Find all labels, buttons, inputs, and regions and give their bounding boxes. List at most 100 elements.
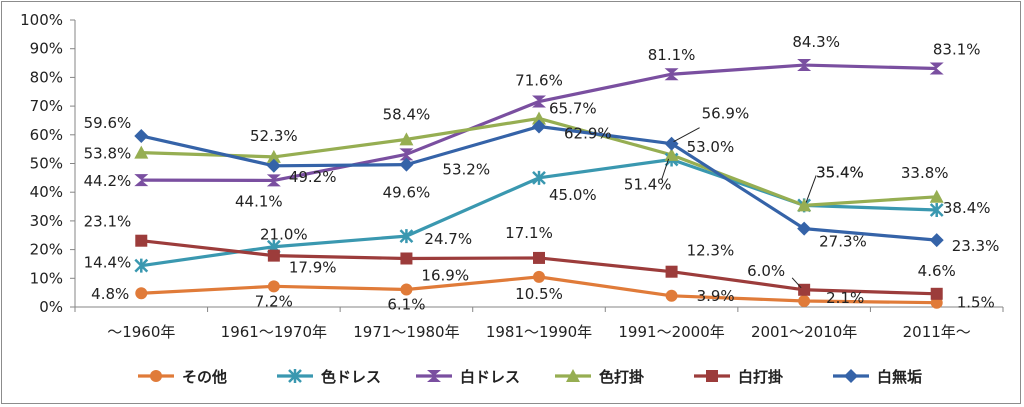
data-point-白打掛 bbox=[135, 234, 148, 247]
data-label: 6.0% bbox=[747, 262, 785, 280]
data-label: 38.4% bbox=[943, 199, 991, 217]
data-point-白ドレス bbox=[532, 95, 546, 108]
data-label: 49.2% bbox=[289, 168, 337, 186]
legend-label: 白ドレス bbox=[460, 368, 520, 386]
data-point-色打掛 bbox=[532, 111, 546, 125]
data-label: 62.9% bbox=[564, 124, 612, 142]
y-tick-label: 40% bbox=[30, 183, 63, 201]
data-point-色打掛 bbox=[664, 147, 679, 161]
leader-line bbox=[791, 277, 802, 289]
data-label: 35.4% bbox=[816, 163, 864, 181]
data-label: 58.4% bbox=[383, 105, 431, 123]
data-label: 53.8% bbox=[84, 145, 132, 163]
data-point-色打掛 bbox=[399, 132, 414, 146]
data-label: 59.6% bbox=[84, 114, 132, 132]
data-point-白無垢 bbox=[399, 157, 414, 172]
legend-marker bbox=[706, 370, 718, 382]
x-tick-label: 1991～2000年 bbox=[618, 323, 724, 341]
data-point-白無垢 bbox=[532, 119, 546, 134]
data-label: 27.3% bbox=[819, 233, 867, 251]
data-label: 7.2% bbox=[255, 292, 293, 310]
data-point-白無垢 bbox=[134, 128, 149, 143]
y-tick-label: 30% bbox=[30, 212, 63, 230]
data-point-色打掛 bbox=[929, 189, 944, 203]
data-label: 17.1% bbox=[505, 224, 553, 242]
data-label: 44.2% bbox=[84, 172, 132, 190]
data-label: 49.6% bbox=[383, 184, 431, 202]
data-label: 84.3% bbox=[792, 33, 840, 51]
data-label: 2.1% bbox=[826, 289, 864, 307]
legend-label: 白無垢 bbox=[877, 368, 922, 386]
y-tick-label: 0% bbox=[39, 298, 63, 316]
y-tick-label: 20% bbox=[30, 241, 63, 259]
data-point-白無垢 bbox=[266, 158, 281, 173]
legend-marker bbox=[844, 369, 858, 383]
data-label: 3.9% bbox=[697, 287, 735, 305]
legend-label: 白打掛 bbox=[738, 368, 783, 386]
data-point-その他 bbox=[400, 283, 413, 296]
y-tick-label: 90% bbox=[30, 40, 63, 58]
data-point-色ドレス bbox=[532, 170, 546, 185]
data-label: 23.3% bbox=[952, 237, 1000, 255]
y-tick-label: 60% bbox=[30, 126, 63, 144]
data-label: 21.0% bbox=[260, 226, 308, 244]
data-point-その他 bbox=[135, 287, 148, 300]
y-tick-label: 70% bbox=[30, 97, 63, 115]
data-point-その他 bbox=[798, 294, 811, 307]
legend-label: その他 bbox=[182, 368, 227, 386]
data-label: 71.6% bbox=[515, 72, 563, 90]
x-tick-label: 1971～1980年 bbox=[353, 323, 459, 341]
y-tick-label: 80% bbox=[30, 68, 63, 86]
data-label: 14.4% bbox=[84, 254, 132, 272]
data-label: 4.6% bbox=[918, 262, 956, 280]
data-point-白ドレス bbox=[399, 148, 414, 161]
data-point-白打掛 bbox=[400, 252, 413, 265]
data-label: 45.0% bbox=[549, 186, 597, 204]
data-point-白打掛 bbox=[533, 251, 545, 264]
data-point-白打掛 bbox=[267, 249, 280, 262]
data-label: 53.0% bbox=[687, 138, 735, 156]
data-label: 83.1% bbox=[933, 41, 981, 59]
data-point-白ドレス bbox=[929, 62, 944, 75]
data-point-白無垢 bbox=[664, 136, 679, 151]
data-label: 52.3% bbox=[250, 127, 298, 145]
data-point-色ドレス bbox=[399, 229, 414, 244]
data-label: 10.5% bbox=[515, 285, 563, 303]
x-tick-label: ～1960年 bbox=[107, 323, 175, 341]
data-point-白打掛 bbox=[665, 265, 678, 278]
data-point-白ドレス bbox=[134, 174, 149, 187]
data-point-色ドレス bbox=[929, 202, 944, 217]
data-label: 65.7% bbox=[549, 99, 597, 117]
data-point-白打掛 bbox=[798, 283, 811, 296]
data-label: 44.1% bbox=[235, 192, 283, 210]
legend-marker bbox=[288, 369, 302, 383]
data-point-その他 bbox=[267, 280, 280, 293]
data-label: 23.1% bbox=[84, 213, 132, 231]
x-tick-label: 1961～1970年 bbox=[221, 323, 327, 341]
data-label: 1.5% bbox=[957, 294, 995, 312]
data-point-その他 bbox=[533, 270, 545, 283]
data-point-色打掛 bbox=[134, 145, 149, 159]
data-point-白ドレス bbox=[266, 174, 281, 187]
leader-line bbox=[673, 127, 700, 143]
data-label: 4.8% bbox=[91, 285, 129, 303]
data-point-色打掛 bbox=[266, 149, 281, 163]
data-label: 6.1% bbox=[387, 295, 425, 313]
legend-label: 色ドレス bbox=[321, 368, 381, 386]
legend-label: 色打掛 bbox=[599, 368, 644, 386]
data-label: 12.3% bbox=[687, 242, 735, 260]
data-label: 24.7% bbox=[424, 230, 472, 248]
data-point-その他 bbox=[665, 289, 678, 302]
data-label: 35.4% bbox=[816, 163, 864, 181]
data-point-白ドレス bbox=[797, 59, 812, 72]
data-point-色ドレス bbox=[134, 258, 149, 273]
leader-line bbox=[661, 158, 670, 181]
data-point-白無垢 bbox=[797, 221, 812, 236]
legend-marker bbox=[427, 370, 441, 382]
data-point-白無垢 bbox=[929, 233, 944, 248]
data-point-白打掛 bbox=[930, 287, 943, 300]
y-tick-label: 50% bbox=[30, 155, 63, 173]
y-tick-label: 10% bbox=[30, 269, 63, 287]
